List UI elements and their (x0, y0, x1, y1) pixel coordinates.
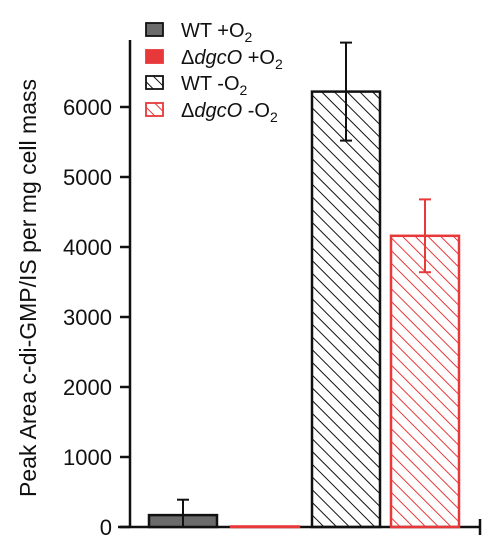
y-ticks: 0 1000 2000 3000 4000 5000 6000 (63, 95, 130, 540)
bar-4 (389, 234, 461, 529)
y-tick-label: 6000 (63, 95, 112, 120)
y-tick-label: 1000 (63, 445, 112, 470)
y-tick-label: 4000 (63, 235, 112, 260)
bars (147, 90, 461, 529)
legend-swatch-3 (145, 75, 164, 90)
legend-label-1: WT +O2 (181, 20, 253, 45)
bar-3 (310, 90, 382, 529)
y-tick-label: 5000 (63, 165, 112, 190)
bar-2 (229, 525, 301, 529)
legend-label-3: WT -O2 (181, 73, 248, 98)
legend-label-4: ΔdgcO -O2 (181, 100, 278, 125)
legend-label-2: ΔdgcO +O2 (181, 47, 283, 72)
error-bars (177, 41, 431, 527)
y-tick-label: 0 (100, 515, 112, 540)
legend-swatch-1 (145, 22, 164, 37)
y-tick-label: 2000 (63, 375, 112, 400)
y-tick-label: 3000 (63, 305, 112, 330)
legend-swatch-4 (145, 102, 164, 117)
y-axis-label: Peak Area c-di-GMP/IS per mg cell mass (15, 79, 41, 497)
legend-swatch-2 (145, 49, 164, 64)
